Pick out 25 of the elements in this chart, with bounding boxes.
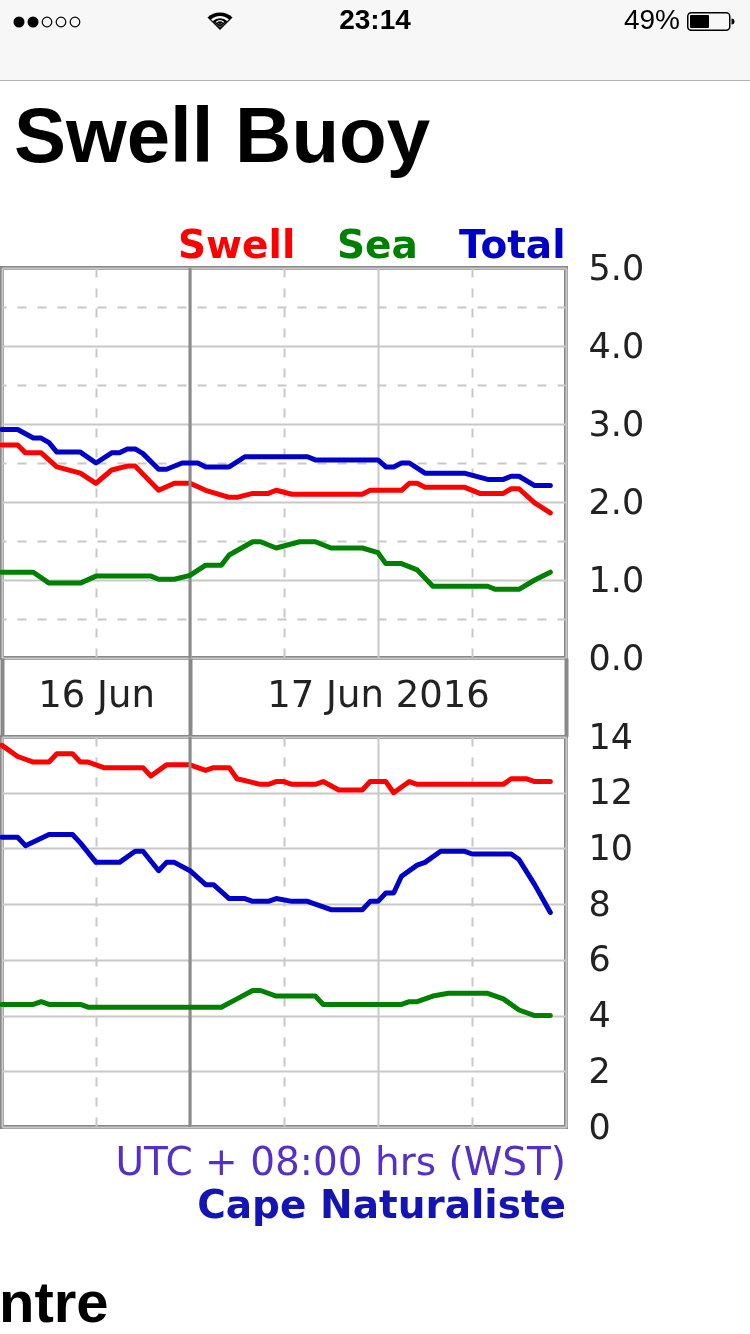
- y-tick-label: 6: [588, 939, 611, 980]
- y-tick-label: 2: [588, 1050, 611, 1091]
- text: ntre: [0, 1269, 109, 1334]
- y-tick-label: 10: [588, 827, 634, 868]
- text: Sea: [337, 221, 418, 267]
- text: UTC + 08:00 hrs (WST): [114, 1139, 566, 1184]
- y-tick-label: 14: [588, 716, 634, 757]
- y-tick-label: 0: [588, 1106, 611, 1147]
- text: 23:14: [339, 4, 411, 35]
- text: Swell: [178, 221, 296, 267]
- y-tick-label: 12: [588, 772, 634, 813]
- y-tick-label: 8: [588, 883, 611, 924]
- y-tick-label: 2.0: [588, 481, 645, 522]
- x-tick-label: 16 Jun: [38, 672, 155, 716]
- text: Cape Naturaliste: [196, 1182, 566, 1227]
- text: 49%: [623, 4, 680, 35]
- y-tick-label: 4: [588, 995, 611, 1036]
- y-tick-label: 0.0: [588, 637, 645, 678]
- x-tick-label: 17 Jun 2016: [267, 672, 490, 716]
- chart-title: Swell Buoy: [14, 91, 431, 179]
- y-tick-label: 4.0: [588, 325, 645, 366]
- y-tick-label: 1.0: [588, 559, 645, 600]
- y-tick-label: 5.0: [588, 247, 645, 288]
- text: Total: [459, 221, 566, 267]
- y-tick-label: 3.0: [588, 403, 645, 444]
